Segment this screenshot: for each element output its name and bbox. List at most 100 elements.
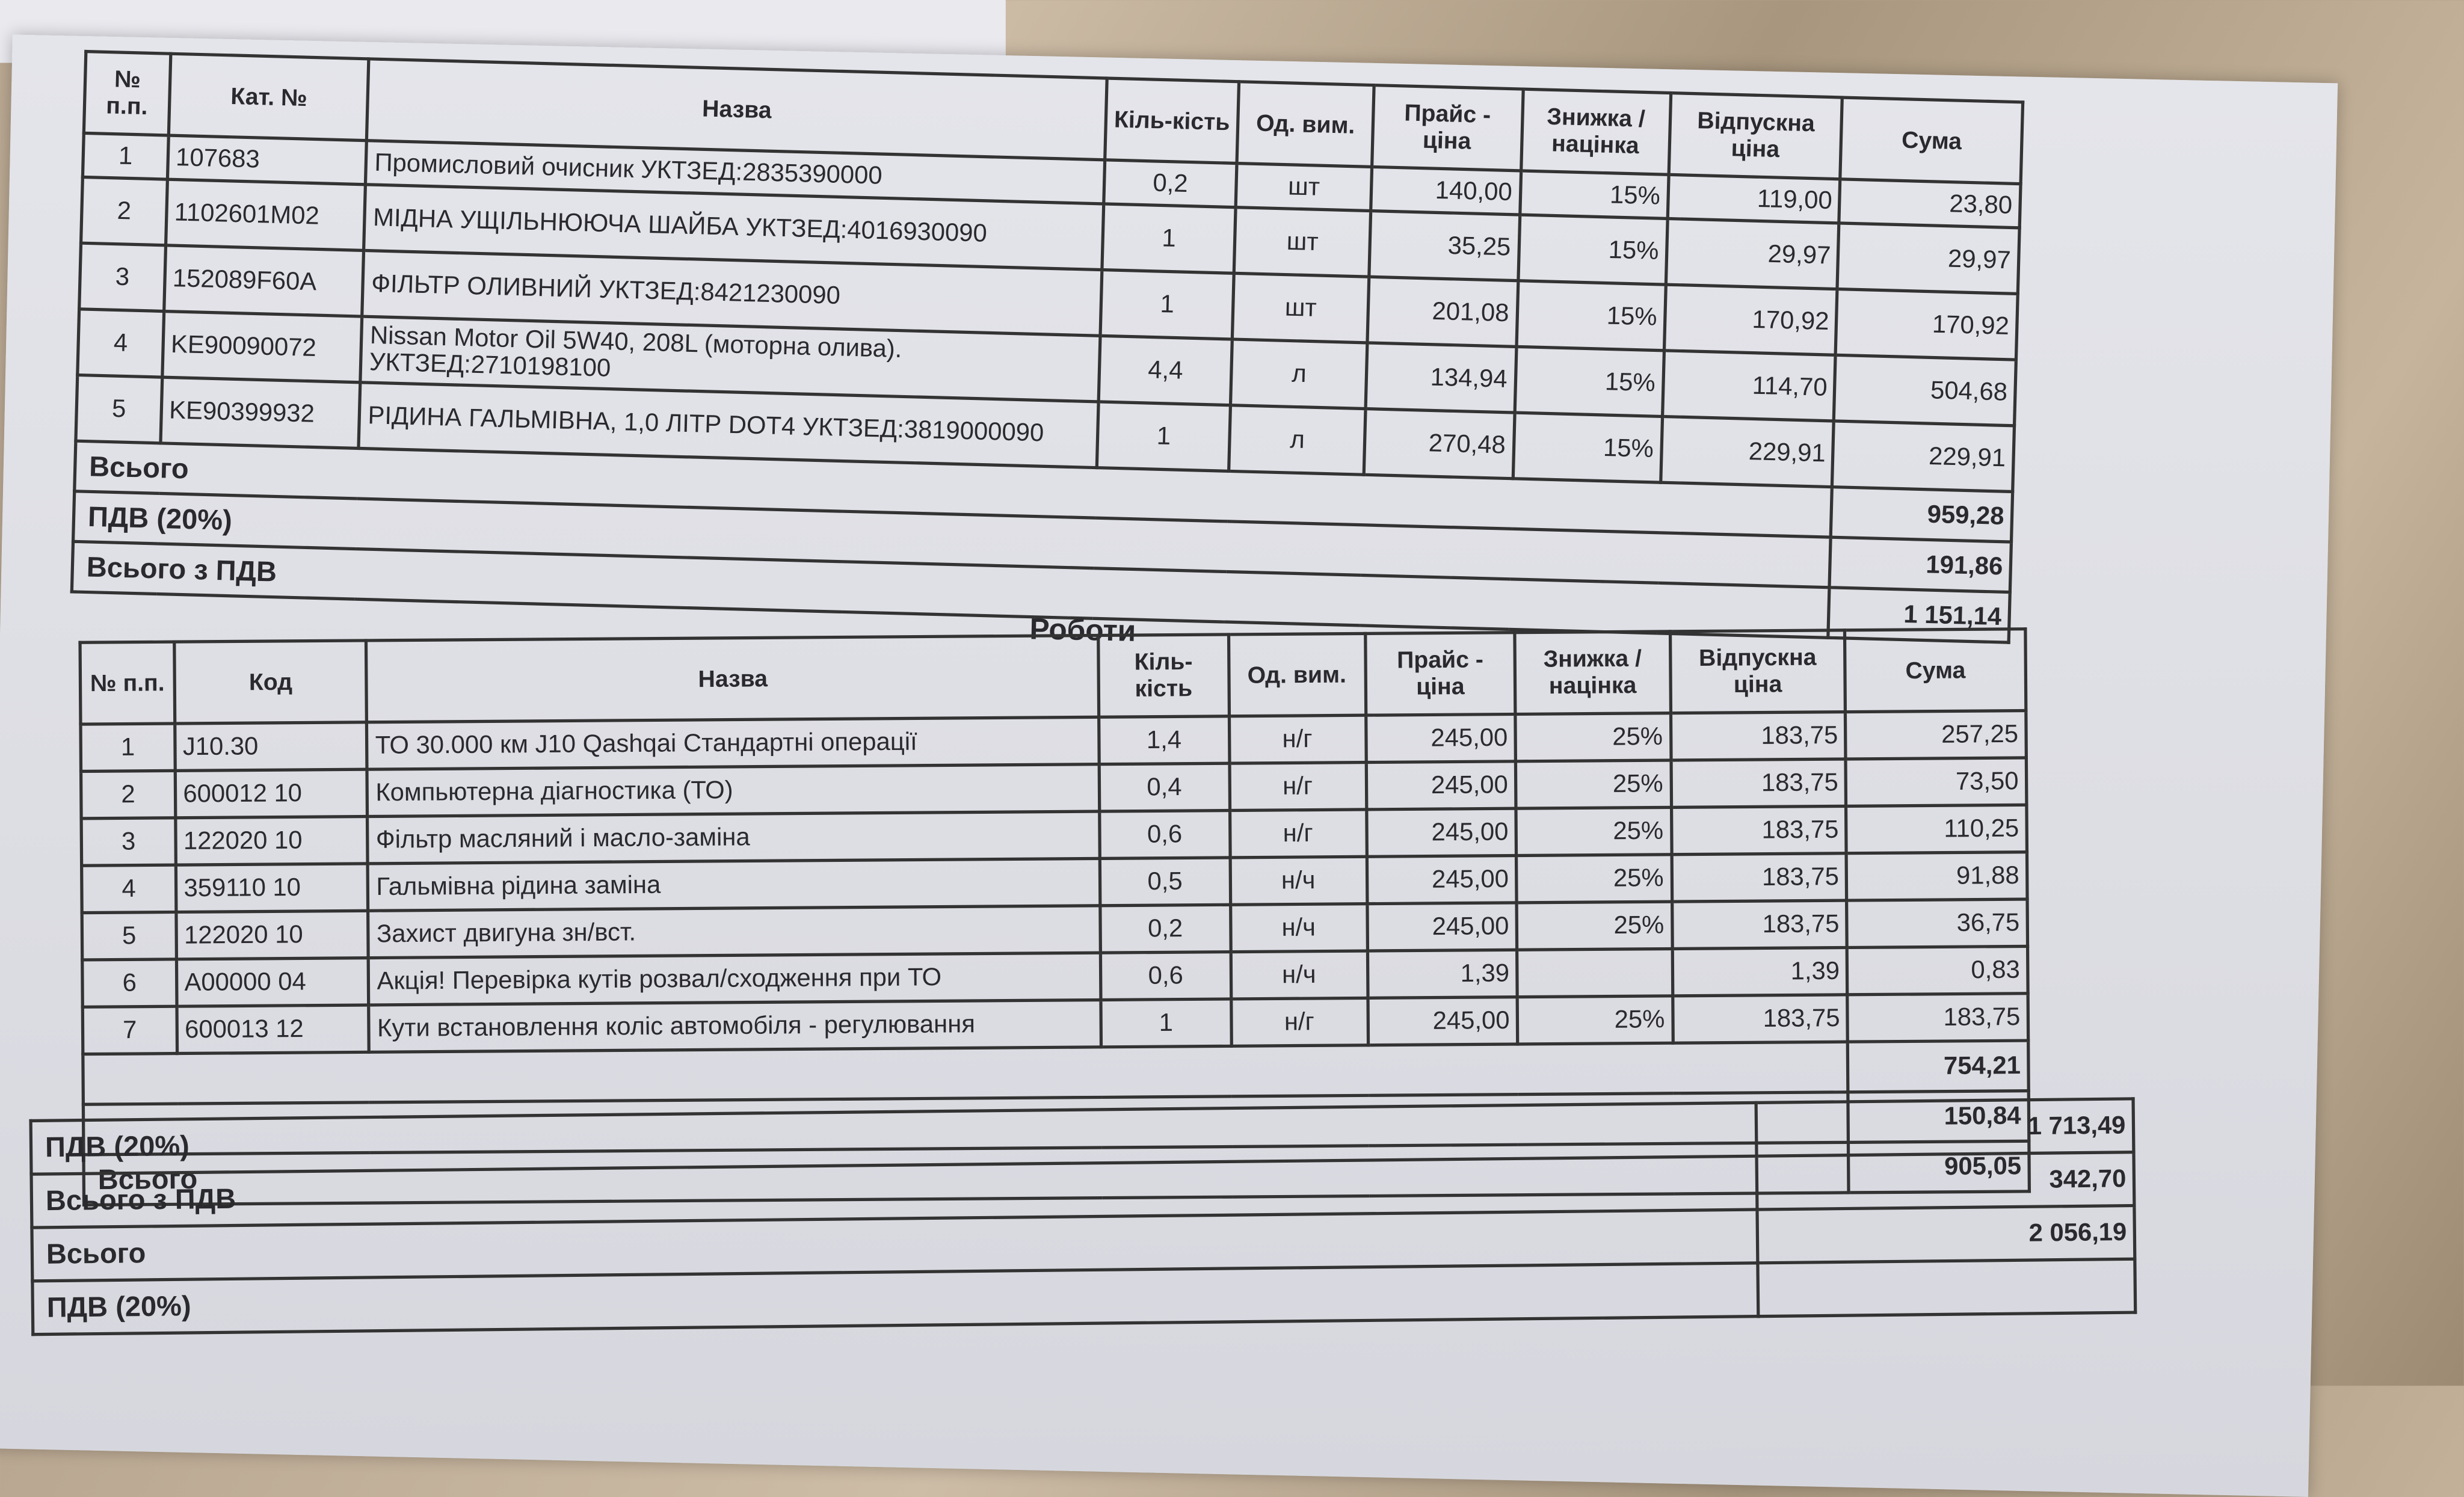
cell-unit: шт	[1233, 273, 1369, 343]
cell-net-price: 183,75	[1671, 900, 1847, 949]
cell-sum: 504,68	[1834, 355, 2016, 426]
cell-row-number: 3	[81, 817, 176, 866]
total-value: 191,86	[1829, 537, 2012, 592]
cell-unit: н/ч	[1230, 951, 1368, 999]
header-net-price: Відпускна ціна	[1668, 93, 1843, 179]
cell-code: 1102601M02	[165, 179, 366, 251]
cell-list-price: 245,00	[1366, 714, 1516, 763]
cell-code: KE90090072	[162, 311, 363, 383]
cell-quantity: 0,4	[1099, 763, 1230, 812]
cell-quantity: 0,5	[1100, 857, 1230, 906]
cell-list-price: 140,00	[1370, 167, 1521, 215]
total-value: 959,28	[1831, 487, 2013, 543]
cell-code: A00000 04	[176, 958, 369, 1007]
cell-name: ТО 30.000 км J10 Qashqai Стандартні опер…	[367, 717, 1100, 770]
cell-sum: 73,50	[1846, 757, 2027, 807]
cell-sum: 183,75	[1847, 993, 2028, 1042]
cell-quantity: 1	[1096, 401, 1231, 472]
cell-discount: 15%	[1514, 346, 1665, 417]
cell-unit: н/г	[1228, 762, 1367, 811]
cell-discount: 15%	[1517, 215, 1668, 285]
cell-quantity: 0,2	[1103, 159, 1238, 207]
header-quantity: Кіль-кість	[1104, 78, 1240, 164]
header-code: Код	[174, 640, 368, 724]
header-code: Кат. №	[168, 54, 370, 141]
header-discount: Знижка / націнка	[1520, 89, 1671, 175]
header-row-number: № п.п.	[80, 642, 175, 725]
cell-net-price: 183,75	[1670, 712, 1846, 761]
header-discount: Знижка / націнка	[1515, 631, 1671, 715]
cell-sum: 0,83	[1847, 946, 2028, 995]
cell-list-price: 134,94	[1365, 342, 1517, 413]
cell-code: 107683	[167, 135, 368, 185]
cell-unit: н/ч	[1229, 856, 1367, 905]
cell-list-price: 245,00	[1366, 761, 1517, 810]
cell-net-price: 229,91	[1660, 416, 1835, 487]
cell-list-price: 1,39	[1367, 950, 1518, 998]
cell-list-price: 245,00	[1366, 808, 1517, 857]
cell-row-number: 3	[79, 243, 166, 312]
cell-net-price: 183,75	[1671, 853, 1847, 902]
cell-code: 359110 10	[176, 863, 369, 912]
header-sum: Сума	[1845, 629, 2026, 712]
cell-sum: 170,92	[1836, 289, 2018, 360]
cell-list-price: 245,00	[1367, 902, 1517, 951]
cell-unit: н/г	[1230, 998, 1369, 1047]
cell-list-price: 35,25	[1369, 211, 1520, 281]
cell-net-price: 1,39	[1672, 947, 1848, 996]
cell-unit: л	[1229, 405, 1366, 475]
grand-total-value: 1 713,49	[1756, 1098, 2134, 1157]
cell-unit: шт	[1236, 163, 1372, 211]
cell-row-number: 7	[82, 1006, 177, 1054]
cell-net-price: 170,92	[1664, 284, 1838, 355]
cell-row-number: 4	[81, 865, 176, 913]
cell-discount: 15%	[1519, 170, 1669, 219]
invoice-sheet: № п.п. Кат. № Назва Кіль-кість Од. вим. Прайс…	[0, 34, 2338, 1497]
cell-list-price: 270,48	[1363, 408, 1515, 479]
grand-total-value: 342,70	[1757, 1152, 2134, 1210]
cell-unit: н/г	[1228, 715, 1366, 764]
cell-quantity: 1	[1101, 203, 1237, 274]
cell-name: Захист двигуна зн/вст.	[368, 905, 1101, 958]
cell-name: Компьютерна діагностика (ТО)	[368, 764, 1100, 817]
header-unit: Од. вим.	[1237, 81, 1374, 167]
cell-row-number: 1	[80, 724, 176, 772]
cell-net-price: 183,75	[1671, 758, 1847, 808]
cell-sum: 29,97	[1837, 223, 2020, 294]
cell-row-number: 6	[82, 959, 177, 1007]
cell-net-price: 29,97	[1666, 218, 1840, 289]
cell-name: Акція! Перевірка кутів розвал/сходження …	[369, 953, 1101, 1005]
cell-discount: 25%	[1516, 807, 1672, 856]
cell-quantity: 0,2	[1100, 905, 1231, 953]
grand-total-value: 2 056,19	[1757, 1205, 2135, 1263]
cell-code: 152089F60A	[164, 245, 365, 317]
header-row: № п.п. Код Назва Кіль-кість Од. вим. Прайс - …	[80, 629, 2026, 725]
cell-quantity: 1	[1101, 998, 1231, 1047]
cell-code: 600012 10	[175, 769, 368, 818]
header-sum: Сума	[1840, 97, 2023, 184]
header-quantity: Кіль-кість	[1098, 634, 1229, 718]
cell-sum: 91,88	[1846, 852, 2028, 901]
cell-quantity: 1,4	[1099, 716, 1229, 764]
cell-name: Кути встановлення коліс автомобіля - рег…	[369, 1000, 1101, 1053]
cell-sum: 229,91	[1832, 420, 2015, 492]
cell-unit: н/г	[1229, 809, 1367, 858]
cell-discount: 15%	[1512, 413, 1663, 483]
cell-list-price: 245,00	[1367, 997, 1518, 1045]
header-net-price: Відпускна ціна	[1669, 630, 1846, 713]
cell-discount: 25%	[1515, 760, 1671, 809]
cell-name: Фільтр масляний і масло-заміна	[368, 811, 1100, 864]
cell-list-price: 201,08	[1367, 277, 1518, 347]
cell-discount: 25%	[1517, 995, 1673, 1045]
cell-code: 122020 10	[176, 911, 369, 959]
cell-sum: 23,80	[1839, 179, 2021, 228]
cell-quantity: 4,4	[1098, 336, 1233, 405]
cell-quantity: 0,6	[1100, 810, 1230, 859]
cell-row-number: 1	[82, 133, 169, 180]
cell-name: Гальмівна рідина заміна	[368, 858, 1101, 911]
cell-net-price: 119,00	[1667, 174, 1841, 223]
cell-quantity: 0,6	[1100, 951, 1231, 1000]
cell-code: J10.30	[174, 722, 368, 771]
header-unit: Од. вим.	[1228, 633, 1366, 716]
header-list-price: Прайс - ціна	[1372, 85, 1523, 171]
